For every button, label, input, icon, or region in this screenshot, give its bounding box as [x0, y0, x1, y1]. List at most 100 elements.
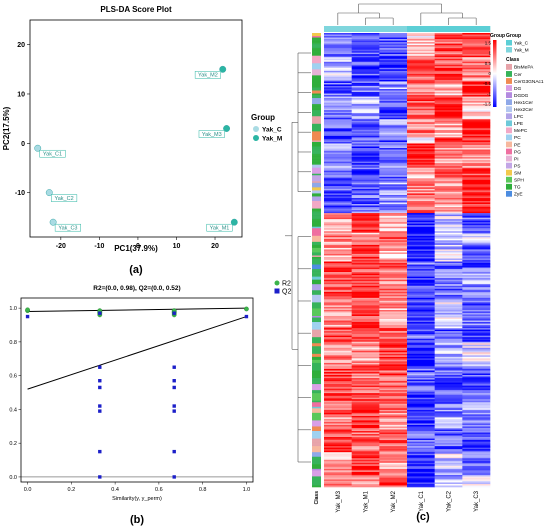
heatmap-cell: [462, 349, 491, 352]
heatmap-cell: [434, 328, 463, 330]
heatmap-cell: [434, 405, 463, 408]
heatmap-cell: [462, 278, 491, 280]
heatmap-cell: [434, 222, 463, 224]
y-tick-label: 0.0: [9, 475, 17, 481]
q2-point: [172, 449, 176, 454]
heatmap-cell: [407, 222, 435, 224]
heatmap-cell: [462, 465, 491, 468]
heatmap-cell: [434, 235, 463, 238]
heatmap-cell: [462, 476, 491, 479]
heatmap-cell: [462, 243, 491, 246]
class-cell: [312, 137, 321, 140]
heatmap-cell: [351, 175, 380, 178]
heatmap-cell: [434, 468, 463, 471]
class-cell: [312, 287, 321, 290]
heatmap-cell: [324, 211, 352, 214]
heatmap-cell: [379, 234, 408, 237]
heatmap-cell: [434, 108, 463, 111]
legend-marker: [253, 126, 259, 132]
heatmap-cell: [324, 437, 352, 439]
heatmap-cell: [351, 132, 380, 135]
color-scale-tick: 0.5: [485, 61, 492, 66]
heatmap-cell: [324, 261, 352, 264]
class-legend-title: Class: [506, 57, 520, 63]
class-cell: [312, 279, 321, 282]
heatmap-cell: [379, 232, 408, 235]
heatmap-cell: [324, 36, 352, 38]
heatmap-cell: [462, 314, 491, 317]
heatmap-cell: [351, 39, 380, 41]
heatmap-cell: [379, 334, 408, 336]
class-legend-label: PS: [514, 163, 520, 169]
heatmap-cell: [407, 356, 435, 359]
heatmap-cell: [379, 300, 408, 303]
heatmap-cell: [462, 87, 491, 90]
heatmap-cell: [379, 328, 408, 330]
heatmap-cell: [379, 202, 408, 205]
heatmap-cell: [407, 452, 435, 455]
class-cell: [312, 309, 321, 312]
heatmap-cell: [379, 51, 408, 53]
heatmap-cell: [379, 261, 408, 264]
heatmap-cell: [324, 476, 352, 479]
heatmap-cell: [434, 420, 463, 423]
class-cell: [312, 90, 321, 93]
heatmap-cell: [407, 272, 435, 274]
heatmap-cell: [407, 323, 435, 326]
heatmap-cell: [434, 302, 463, 305]
class-legend-label: PG: [514, 149, 521, 155]
heatmap-cell: [407, 303, 435, 306]
heatmap-cell: [351, 415, 380, 418]
q2-point: [172, 379, 176, 383]
class-cell: [312, 331, 321, 333]
heatmap-cell: [434, 482, 463, 485]
heatmap-cell: [351, 184, 380, 187]
heatmap-panel: Yak_M3 Yak_M1 Yak_M2 Yak_C1 Yak_C2 Yak_C3Clas…: [285, 3, 544, 523]
class-cell: [312, 172, 321, 175]
heatmap-cell: [379, 231, 408, 234]
heatmap-cell: [407, 249, 435, 252]
class-cell: [312, 237, 321, 240]
heatmap-cell: [324, 140, 352, 143]
heatmap-cell: [462, 105, 491, 108]
heatmap-cell: [407, 314, 435, 317]
heatmap-cell: [407, 246, 435, 249]
class-cell: [312, 70, 321, 73]
heatmap-cell: [379, 453, 408, 456]
heatmap-cell: [351, 93, 380, 96]
heatmap-cell: [407, 462, 435, 465]
heatmap-cell: [462, 70, 491, 73]
heatmap-cell: [324, 102, 352, 105]
heatmap-cell: [351, 37, 380, 40]
class-cell: [312, 435, 321, 438]
class-cell: [312, 60, 321, 63]
heatmap-cell: [434, 255, 463, 258]
heatmap-cell: [407, 52, 435, 55]
heatmap-cell: [462, 418, 491, 421]
class-cell: [312, 200, 321, 203]
heatmap-cell: [379, 117, 408, 120]
heatmap-cell: [462, 305, 491, 308]
heatmap-cell: [379, 458, 408, 461]
heatmap-cell: [324, 449, 352, 451]
heatmap-cell: [462, 328, 491, 330]
heatmap-cell: [434, 244, 463, 247]
heatmap-cell: [434, 337, 463, 339]
heatmap-cell: [379, 432, 408, 435]
heatmap-cell: [324, 471, 352, 474]
class-cell: [312, 482, 321, 485]
heatmap-cell: [407, 132, 435, 135]
heatmap-cell: [351, 485, 380, 488]
class-cell: [312, 163, 321, 165]
heatmap-cell: [324, 296, 352, 299]
heatmap-cell: [379, 385, 408, 388]
heatmap-cell: [351, 79, 380, 82]
heatmap-cell: [462, 432, 491, 435]
class-cell: [312, 332, 321, 335]
class-cell: [312, 281, 321, 283]
heatmap-cell: [434, 73, 463, 76]
heatmap-cell: [462, 444, 491, 447]
heatmap-cell: [379, 443, 408, 445]
heatmap-cell: [324, 190, 352, 193]
heatmap-cell: [379, 308, 408, 311]
